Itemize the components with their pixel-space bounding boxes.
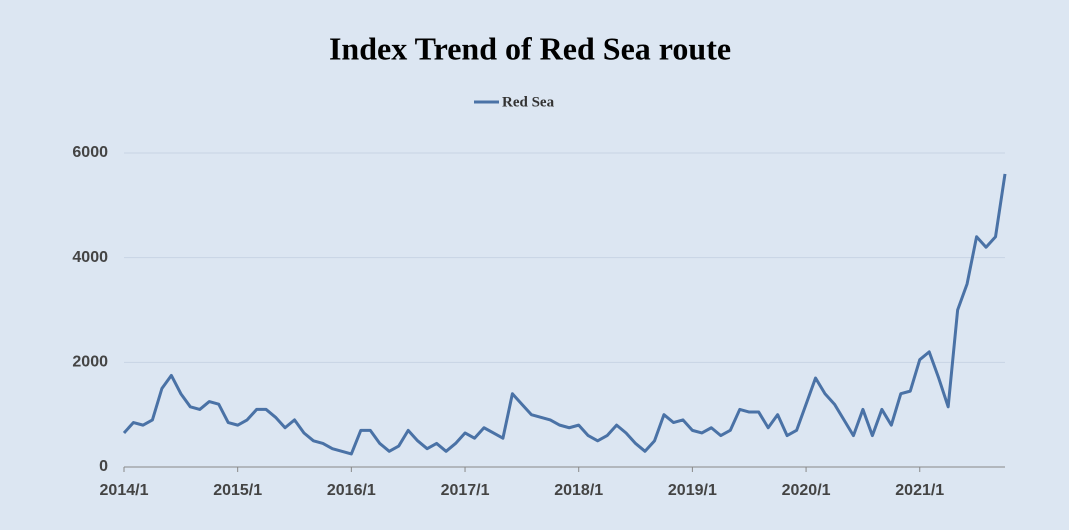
x-tick-label: 2020/1 (782, 482, 831, 499)
x-tick-label: 2018/1 (554, 482, 603, 499)
x-tick-label: 2017/1 (441, 482, 490, 499)
x-tick-label: 2015/1 (213, 482, 262, 499)
x-tick-label: 2019/1 (668, 482, 717, 499)
x-tick-label: 2021/1 (895, 482, 944, 499)
x-tick-label: 2016/1 (327, 482, 376, 499)
y-tick-label: 6000 (72, 144, 108, 161)
y-tick-label: 2000 (72, 354, 108, 371)
chart-title: Index Trend of Red Sea route (329, 30, 731, 66)
data-line (122, 173, 1007, 456)
x-tick-label: 2014/1 (100, 482, 149, 499)
y-tick-label: 0 (99, 458, 108, 475)
y-tick-label: 4000 (72, 249, 108, 266)
legend-label: Red Sea (502, 94, 555, 110)
